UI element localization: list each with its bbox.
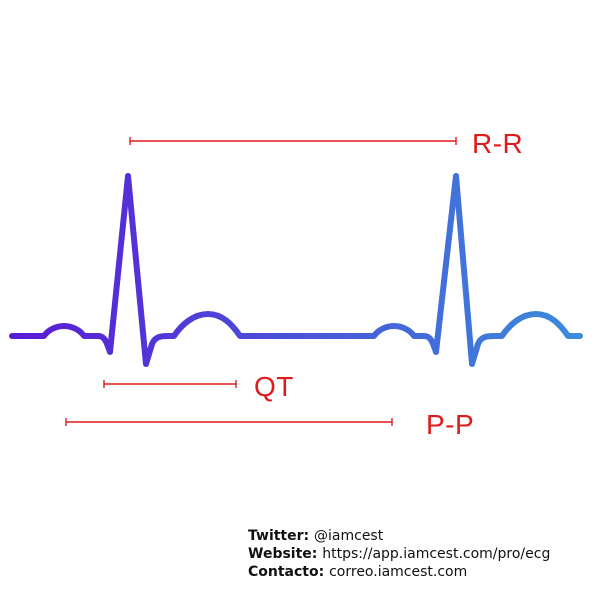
website-link[interactable]: https://app.iamcest.com/pro/ecg [322,546,551,562]
credits-block: Twitter: @iamcest Website: https://app.i… [248,527,550,581]
pp-interval-label: P-P [426,409,474,440]
credits-website-row: Website: https://app.iamcest.com/pro/ecg [248,545,550,563]
contact-key: Contacto: [248,564,330,580]
qt-interval-label: QT [254,371,294,402]
qt-interval: QT [103,371,294,402]
pp-interval: P-P [65,409,474,440]
credits-twitter-row: Twitter: @iamcest [248,527,550,545]
contact-link[interactable]: correo.iamcest.com [329,564,468,580]
website-key: Website: [248,546,323,562]
credits-contact-row: Contacto: correo.iamcest.com [248,563,550,581]
twitter-handle-link[interactable]: @iamcest [314,528,384,544]
ecg-trace [9,173,583,367]
rr-interval: R-R [129,128,523,159]
rr-interval-label: R-R [472,128,523,159]
twitter-key: Twitter: [248,528,315,544]
